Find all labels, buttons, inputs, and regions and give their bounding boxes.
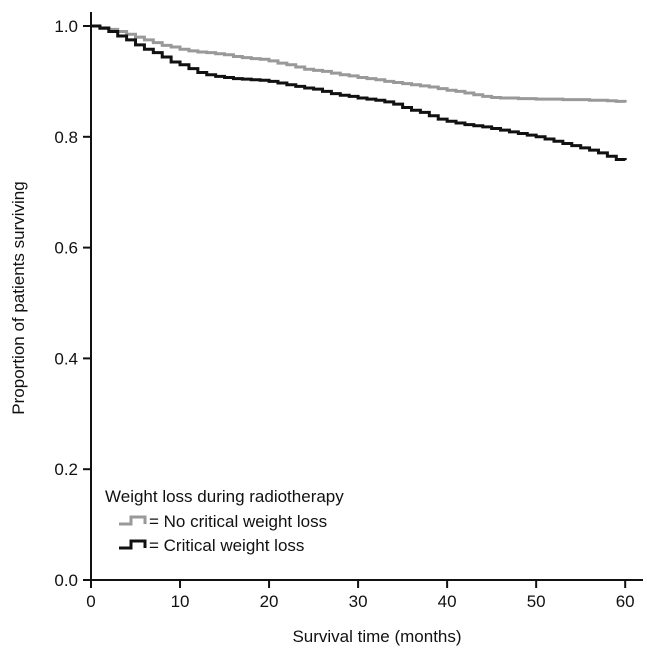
series-line-2 — [91, 24, 627, 162]
legend-swatch-2 — [119, 539, 147, 550]
x-axis-ticks: 0 10 20 30 40 50 60 — [86, 580, 635, 611]
x-tick-label: 0 — [86, 592, 95, 611]
y-tick-label: 0.8 — [54, 128, 78, 147]
y-tick-label: 0.2 — [54, 460, 78, 479]
legend-items: = No critical weight loss = Critical weig… — [119, 512, 327, 555]
x-tick-label: 50 — [527, 592, 546, 611]
x-tick-label: 10 — [171, 592, 190, 611]
y-tick-label: 0.6 — [54, 239, 78, 258]
legend-label-1: = No critical weight loss — [149, 512, 327, 531]
series-layer — [91, 24, 627, 162]
y-tick-label: 1.0 — [54, 17, 78, 36]
x-axis-title: Survival time (months) — [292, 627, 461, 646]
x-tick-label: 20 — [260, 592, 279, 611]
legend-swatch-1 — [119, 515, 147, 526]
y-tick-label: 0.0 — [54, 571, 78, 590]
x-tick-label: 60 — [616, 592, 635, 611]
x-tick-label: 30 — [349, 592, 368, 611]
y-axis-title: Proportion of patients surviving — [9, 181, 28, 414]
legend: Weight loss during radiotherapy = No cri… — [105, 487, 344, 555]
x-tick-label: 40 — [438, 592, 457, 611]
series-line-1 — [91, 24, 627, 103]
y-tick-label: 0.4 — [54, 349, 78, 368]
legend-title: Weight loss during radiotherapy — [105, 487, 344, 506]
y-axis-ticks: 0.0 0.2 0.4 0.6 0.8 1.0 — [54, 17, 91, 590]
legend-label-2: = Critical weight loss — [149, 536, 304, 555]
